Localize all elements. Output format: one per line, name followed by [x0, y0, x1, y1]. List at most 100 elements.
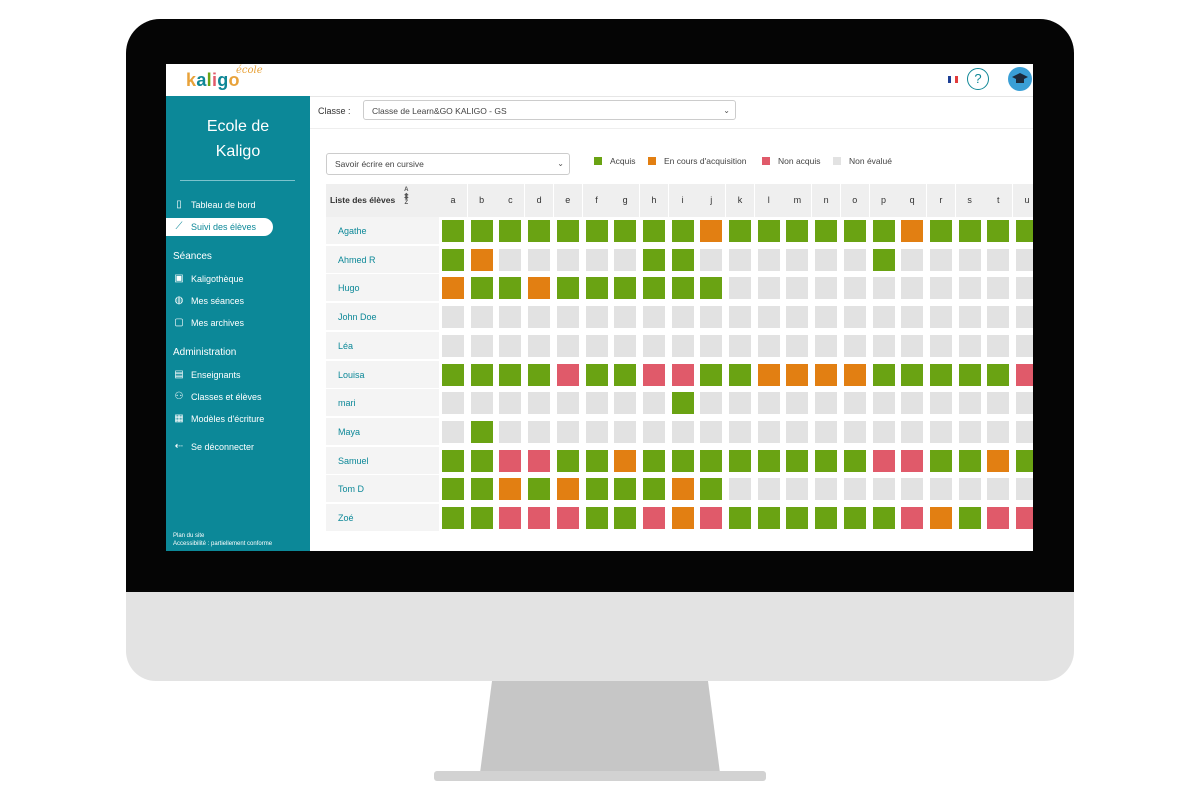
status-cell[interactable] — [901, 334, 924, 357]
status-cell[interactable] — [872, 363, 895, 386]
status-cell[interactable] — [585, 334, 608, 357]
status-cell[interactable] — [1016, 306, 1033, 329]
kaligo-logo[interactable]: kaligo — [186, 70, 240, 90]
status-cell[interactable] — [556, 420, 579, 443]
status-cell[interactable] — [958, 277, 981, 300]
status-cell[interactable] — [642, 392, 665, 415]
status-cell[interactable] — [872, 392, 895, 415]
status-cell[interactable] — [442, 478, 464, 501]
status-cell[interactable] — [470, 363, 493, 386]
status-cell[interactable] — [757, 306, 780, 329]
student-name[interactable]: Samuel — [326, 446, 439, 475]
status-cell[interactable] — [700, 392, 723, 415]
status-cell[interactable] — [872, 306, 895, 329]
status-cell[interactable] — [929, 363, 952, 386]
status-cell[interactable] — [556, 306, 579, 329]
status-cell[interactable] — [987, 478, 1010, 501]
status-cell[interactable] — [700, 277, 723, 300]
status-cell[interactable] — [671, 478, 694, 501]
sidebar-item-enseignants[interactable]: ▤ Enseignants — [166, 366, 273, 384]
status-cell[interactable] — [901, 392, 924, 415]
status-cell[interactable] — [958, 248, 981, 271]
status-cell[interactable] — [499, 277, 522, 300]
status-cell[interactable] — [614, 334, 637, 357]
status-cell[interactable] — [556, 220, 579, 242]
status-cell[interactable] — [929, 306, 952, 329]
status-cell[interactable] — [528, 306, 551, 329]
status-cell[interactable] — [470, 507, 493, 529]
status-cell[interactable] — [442, 363, 464, 386]
status-cell[interactable] — [786, 420, 809, 443]
student-name[interactable]: Agathe — [326, 217, 439, 245]
student-name[interactable]: Louisa — [326, 360, 439, 389]
status-cell[interactable] — [700, 363, 723, 386]
status-cell[interactable] — [528, 220, 551, 242]
status-cell[interactable] — [929, 420, 952, 443]
status-cell[interactable] — [786, 277, 809, 300]
status-cell[interactable] — [929, 478, 952, 501]
status-cell[interactable] — [757, 507, 780, 529]
student-name[interactable]: Léa — [326, 331, 439, 360]
status-cell[interactable] — [901, 507, 924, 529]
status-cell[interactable] — [499, 449, 522, 472]
graduation-cap-icon[interactable] — [1008, 67, 1032, 91]
status-cell[interactable] — [700, 478, 723, 501]
status-cell[interactable] — [528, 248, 551, 271]
status-cell[interactable] — [729, 306, 751, 329]
status-cell[interactable] — [700, 248, 723, 271]
status-cell[interactable] — [671, 449, 694, 472]
status-cell[interactable] — [872, 449, 895, 472]
status-cell[interactable] — [757, 220, 780, 242]
status-cell[interactable] — [470, 306, 493, 329]
status-cell[interactable] — [614, 420, 637, 443]
sidebar-item-modeles-ecriture[interactable]: ▦ Modèles d'écriture — [166, 410, 273, 428]
status-cell[interactable] — [556, 449, 579, 472]
status-cell[interactable] — [700, 306, 723, 329]
status-cell[interactable] — [815, 507, 838, 529]
status-cell[interactable] — [470, 392, 493, 415]
status-cell[interactable] — [1016, 363, 1033, 386]
status-cell[interactable] — [442, 248, 464, 271]
status-cell[interactable] — [614, 392, 637, 415]
student-name[interactable]: Zoé — [326, 504, 439, 532]
status-cell[interactable] — [987, 363, 1010, 386]
status-cell[interactable] — [642, 507, 665, 529]
status-cell[interactable] — [585, 306, 608, 329]
sort-icon[interactable]: A ⬍ Z — [403, 187, 410, 206]
status-cell[interactable] — [1016, 334, 1033, 357]
sidebar-item-kaligotheque[interactable]: ▣ Kaligothèque — [166, 270, 273, 288]
status-cell[interactable] — [757, 363, 780, 386]
status-cell[interactable] — [987, 248, 1010, 271]
status-cell[interactable] — [958, 334, 981, 357]
student-name[interactable]: Tom D — [326, 475, 439, 504]
status-cell[interactable] — [958, 507, 981, 529]
status-cell[interactable] — [987, 420, 1010, 443]
status-cell[interactable] — [786, 306, 809, 329]
status-cell[interactable] — [585, 478, 608, 501]
status-cell[interactable] — [1016, 277, 1033, 300]
status-cell[interactable] — [470, 449, 493, 472]
status-cell[interactable] — [442, 306, 464, 329]
status-cell[interactable] — [671, 392, 694, 415]
status-cell[interactable] — [700, 449, 723, 472]
status-cell[interactable] — [442, 220, 464, 242]
status-cell[interactable] — [700, 220, 723, 242]
skill-select[interactable]: Savoir écrire en cursive ⌄ — [326, 153, 570, 175]
status-cell[interactable] — [528, 420, 551, 443]
status-cell[interactable] — [671, 334, 694, 357]
status-cell[interactable] — [843, 507, 866, 529]
status-cell[interactable] — [757, 478, 780, 501]
status-cell[interactable] — [987, 277, 1010, 300]
status-cell[interactable] — [901, 306, 924, 329]
status-cell[interactable] — [872, 248, 895, 271]
status-cell[interactable] — [843, 363, 866, 386]
status-cell[interactable] — [987, 220, 1010, 242]
status-cell[interactable] — [872, 507, 895, 529]
status-cell[interactable] — [872, 334, 895, 357]
status-cell[interactable] — [700, 507, 723, 529]
status-cell[interactable] — [585, 248, 608, 271]
status-cell[interactable] — [499, 392, 522, 415]
status-cell[interactable] — [614, 306, 637, 329]
status-cell[interactable] — [642, 449, 665, 472]
status-cell[interactable] — [843, 277, 866, 300]
